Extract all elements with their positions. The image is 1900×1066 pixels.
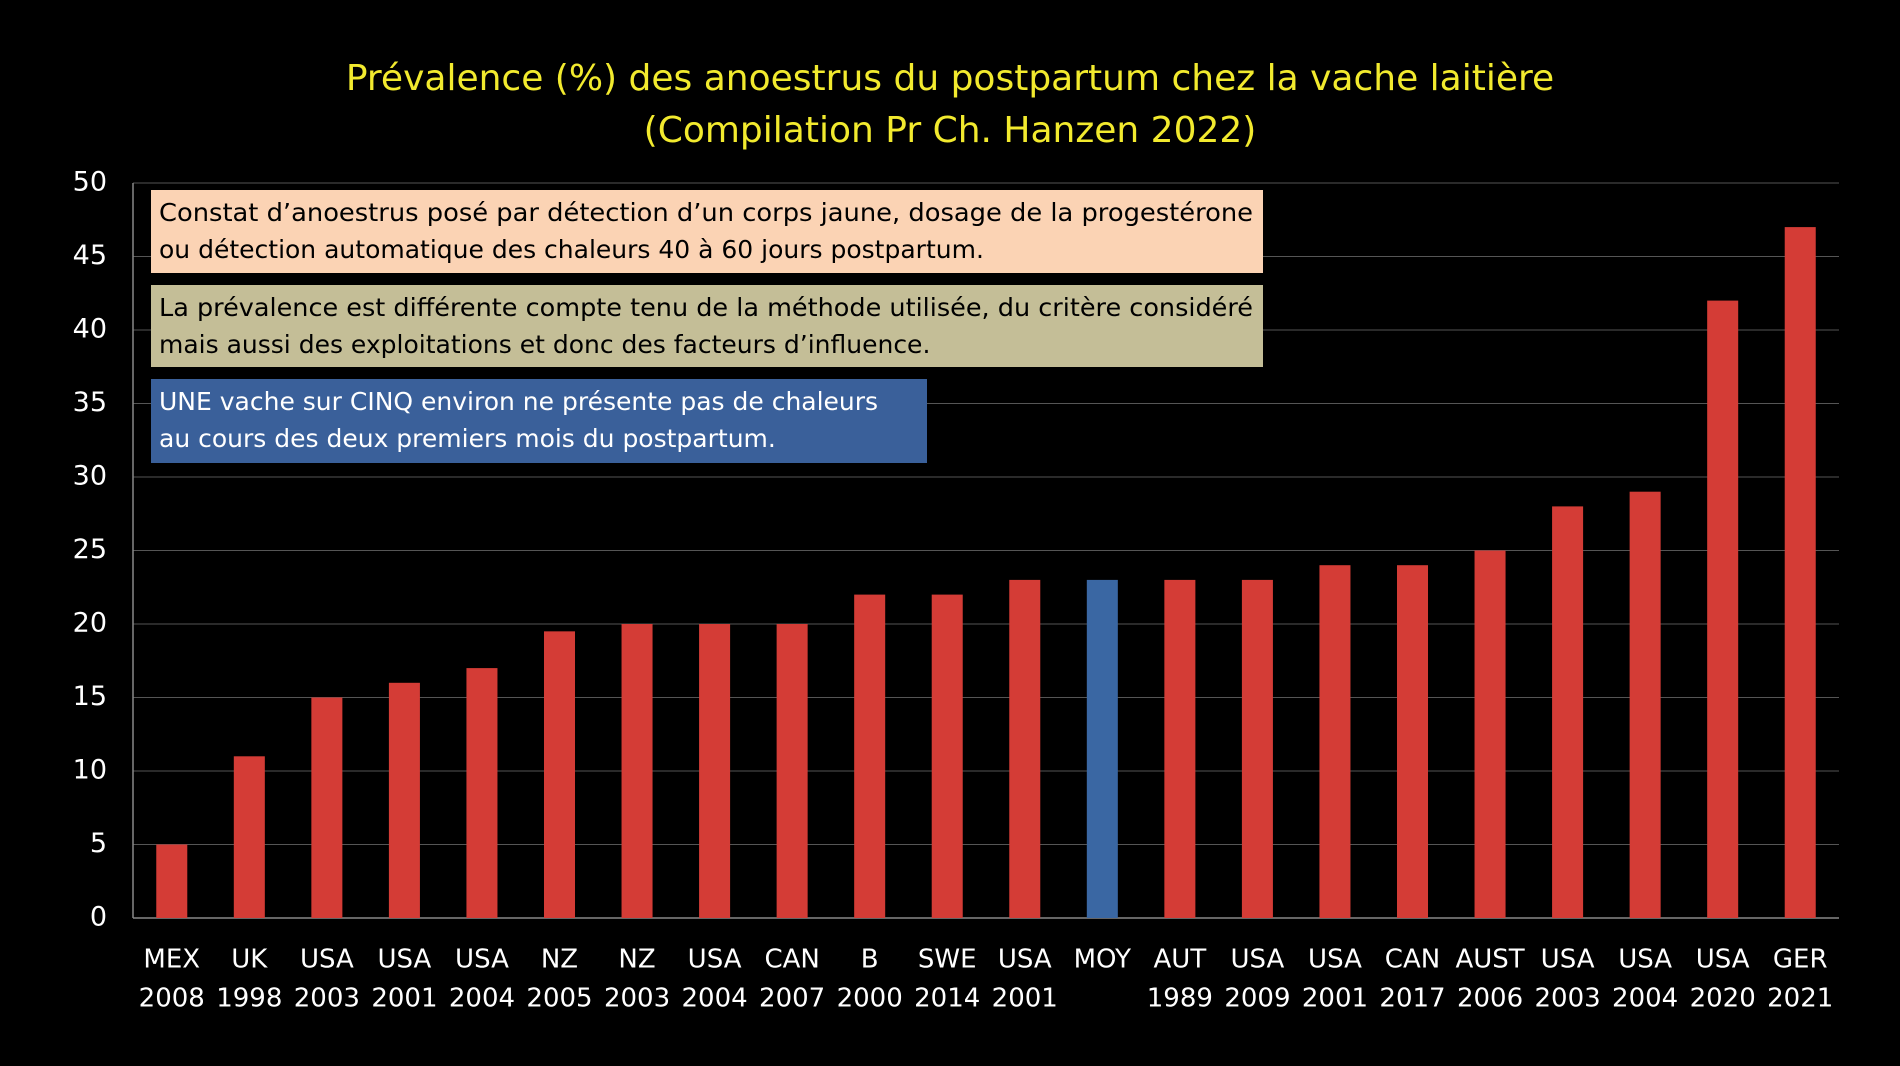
annotation-text: ou détection automatique des chaleurs 40… [159,235,984,264]
bar [233,756,265,918]
x-tick-label: MOY [1074,945,1131,975]
bar [1552,506,1584,918]
x-tick-label: USA [1541,945,1595,975]
y-tick-label: 20 [73,608,107,639]
x-tick-label: CAN [764,945,819,975]
chart-subtitle: (Compilation Pr Ch. Hanzen 2022) [644,110,1257,151]
x-tick-label: NZ [618,945,655,975]
y-tick-label: 30 [73,461,107,492]
y-tick-label: 0 [90,902,107,933]
x-tick-label: SWE [918,945,977,975]
x-tick-label: 2014 [914,984,980,1014]
bar [1241,579,1273,918]
x-tick-label: 2020 [1690,984,1756,1014]
bar [1009,579,1041,918]
x-tick-label: 2008 [139,984,205,1014]
x-tick-label: 2017 [1379,984,1445,1014]
x-tick-label: 2004 [1612,984,1678,1014]
annotation-box [151,379,927,463]
x-tick-label: 2003 [1535,984,1601,1014]
x-tick-label: NZ [541,945,578,975]
x-tick-label: AUST [1455,945,1524,975]
annotation-text: mais aussi des exploitations et donc des… [159,330,930,359]
x-tick-label: 2001 [1302,984,1368,1014]
x-tick-label: USA [688,945,742,975]
bar [621,624,653,918]
y-tick-label: 15 [73,681,107,712]
x-tick-label: 2004 [449,984,515,1014]
x-tick-label: 1998 [216,984,282,1014]
x-tick-label: USA [1231,945,1285,975]
bar [543,631,576,918]
x-tick-label: GER [1773,945,1828,975]
bar [854,594,886,918]
annotation-text: La prévalence est différente compte tenu… [159,293,1253,322]
x-tick-label: USA [1618,945,1672,975]
x-tick-label: 2007 [759,984,825,1014]
bar [1164,579,1196,918]
x-tick-label: 2021 [1767,984,1833,1014]
annotation-text: au cours des deux premiers mois du postp… [159,424,776,453]
x-tick-label: CAN [1385,945,1440,975]
bar [156,844,188,918]
annotation-text: UNE vache sur CINQ environ ne présente p… [159,387,878,416]
x-tick-label: 2001 [992,984,1058,1014]
annotation-box [151,285,1263,367]
x-tick-label: USA [1308,945,1362,975]
x-tick-label: 2001 [371,984,437,1014]
bar [1086,579,1118,918]
bar [1629,491,1661,918]
y-tick-label: 50 [73,167,107,198]
annotation-box [151,190,1263,273]
annotation-text: Constat d’anoestrus posé par détection d… [159,198,1253,227]
y-tick-label: 25 [73,534,107,565]
chart-title: Prévalence (%) des anoestrus du postpart… [346,58,1554,99]
x-tick-label: MEX [143,945,200,975]
bar [1319,565,1351,918]
bar [776,624,808,918]
y-tick-label: 10 [73,755,107,786]
x-tick-label: 2004 [682,984,748,1014]
bar [1474,550,1506,918]
y-tick-label: 5 [90,828,107,859]
bar [388,682,420,918]
x-tick-label: USA [300,945,354,975]
x-tick-label: B [861,945,879,975]
x-tick-label: 2009 [1224,984,1290,1014]
bar [311,697,343,918]
y-tick-label: 40 [73,314,107,345]
bar [1707,300,1739,919]
bar [931,594,963,918]
y-tick-label: 45 [73,240,107,271]
x-tick-label: AUT [1154,945,1207,975]
x-tick-label: USA [455,945,509,975]
x-tick-label: UK [231,945,268,975]
x-tick-label: 2003 [294,984,360,1014]
y-tick-label: 35 [73,387,107,418]
x-tick-label: 1989 [1147,984,1213,1014]
x-tick-label: 2006 [1457,984,1523,1014]
x-tick-label: USA [378,945,432,975]
bar [699,624,731,918]
bar [1784,227,1816,919]
bar [466,668,498,918]
x-tick-label: USA [998,945,1052,975]
x-tick-label: 2003 [604,984,670,1014]
x-tick-label: 2005 [526,984,592,1014]
x-tick-label: 2000 [837,984,903,1014]
bar [1396,565,1429,918]
x-tick-label: USA [1696,945,1750,975]
